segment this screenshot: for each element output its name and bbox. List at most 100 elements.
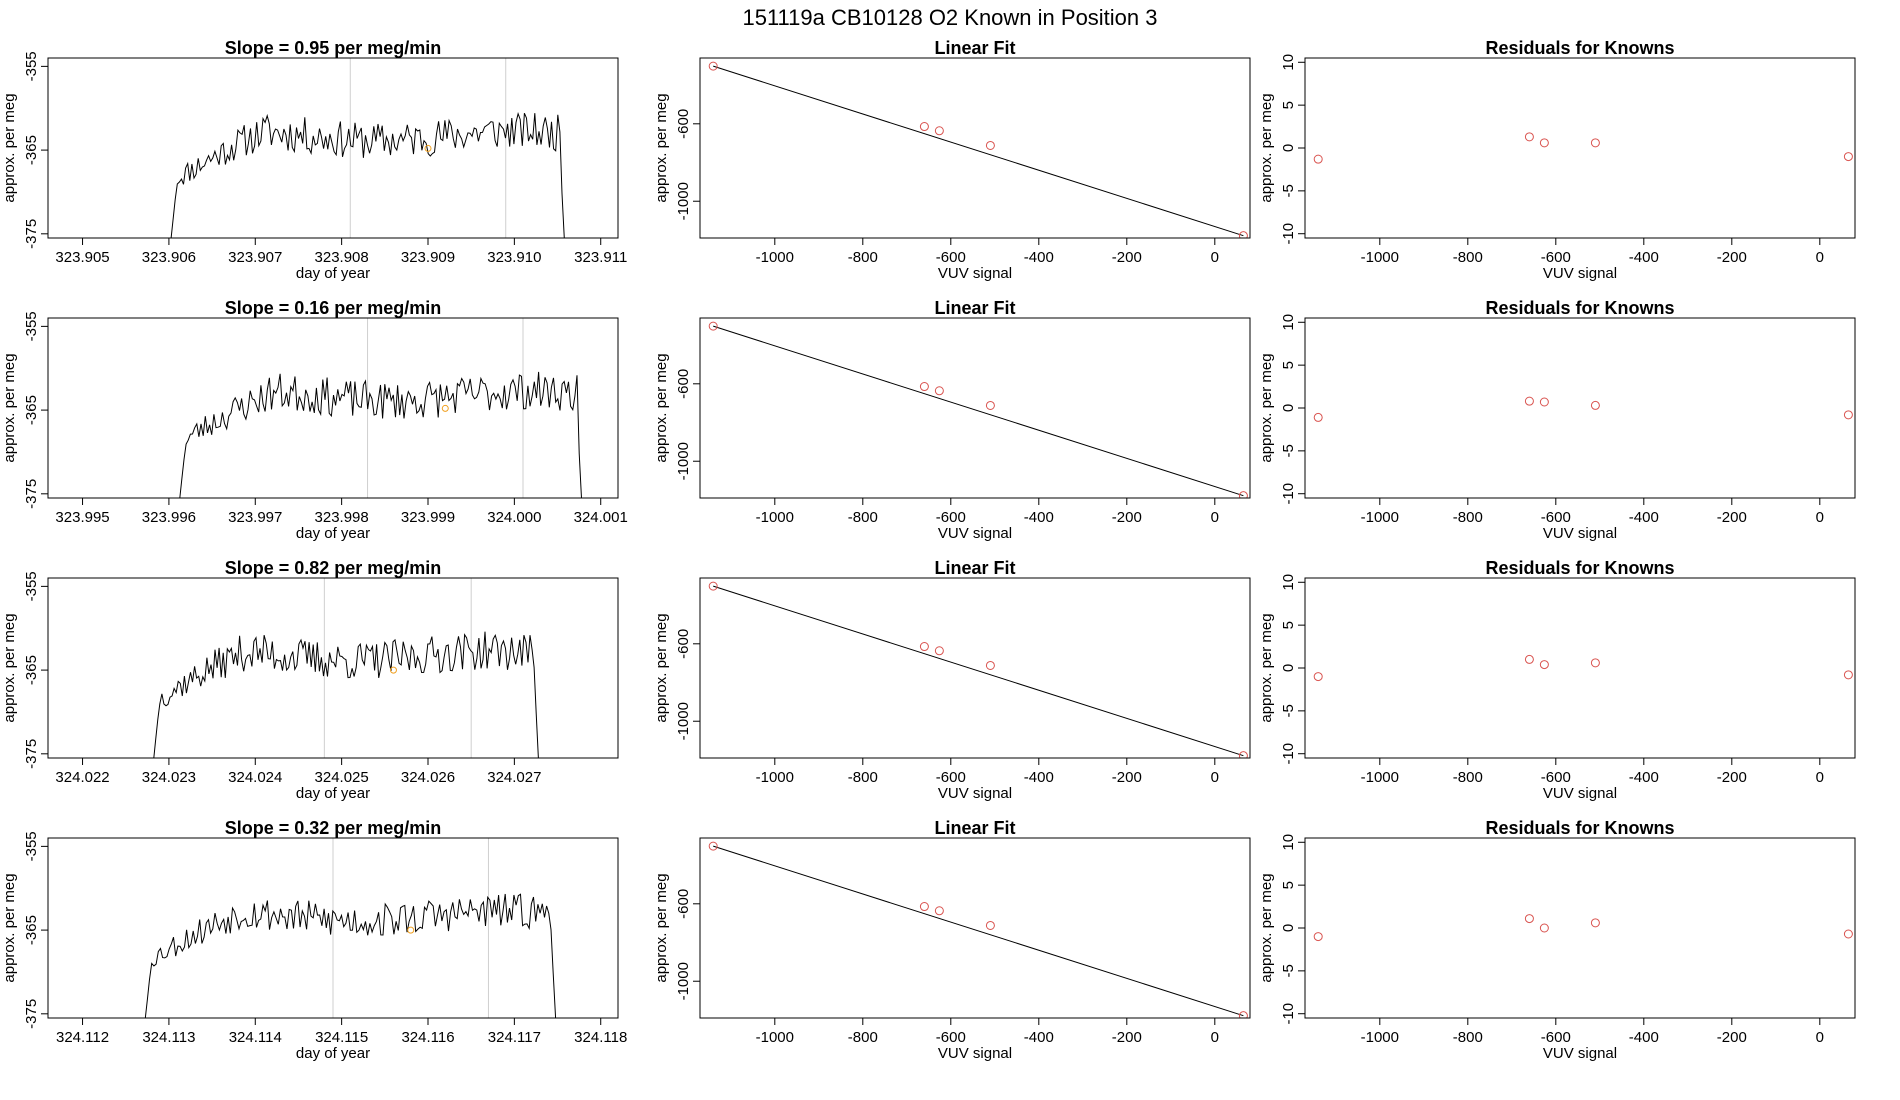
x-tick-label: 324.023 — [142, 769, 196, 786]
data-point-1 — [708, 581, 718, 591]
data-point-3 — [934, 646, 944, 656]
plot-frame — [699, 577, 1251, 759]
data-point-2 — [1524, 914, 1534, 924]
highlight-point — [389, 666, 397, 674]
data-point-5 — [1843, 152, 1853, 162]
y-tick-label: -355 — [23, 571, 40, 601]
y-tick-label: 5 — [1280, 101, 1297, 109]
x-tick-label: 0 — [1211, 769, 1219, 786]
x-tick-label: 324.116 — [401, 1029, 454, 1046]
x-tick-label: -1000 — [756, 509, 794, 526]
chart-panel-7: Slope = 0.82 per meg/min 324.022 324.023 32… — [1, 558, 619, 802]
plot-frame — [47, 57, 619, 239]
data-point-4 — [1590, 918, 1600, 928]
plot-frame — [47, 317, 619, 499]
x-tick-label: -1000 — [1361, 769, 1399, 786]
panel-title: Residuals for Knowns — [1485, 38, 1674, 58]
plot-area — [1313, 132, 1853, 164]
chart-panel-1: Slope = 0.95 per meg/min 323.905 323.906 32… — [1, 38, 627, 282]
y-tick-label: -5 — [1280, 184, 1297, 197]
data-point-3 — [1539, 138, 1549, 148]
y-tick-label: -600 — [675, 889, 692, 919]
data-point-1 — [1313, 412, 1323, 422]
x-axis-label: VUV signal — [1543, 265, 1617, 282]
y-tick-label: 5 — [1280, 881, 1297, 889]
x-tick-label: -600 — [936, 249, 966, 266]
y-tick-label: 10 — [1280, 834, 1297, 851]
panel-title: Linear Fit — [934, 38, 1015, 58]
plot-area — [170, 58, 565, 238]
data-point-1 — [1313, 672, 1323, 682]
x-tick-label: 0 — [1211, 509, 1219, 526]
x-tick-label: 323.905 — [55, 249, 109, 266]
panel-title: Slope = 0.95 per meg/min — [225, 38, 442, 58]
x-tick-label: -1000 — [1361, 249, 1399, 266]
x-tick-label: -200 — [1717, 769, 1747, 786]
y-axis-label: approx. per meg — [1258, 613, 1275, 722]
fit-line — [713, 845, 1244, 1017]
x-axis-label: VUV signal — [1543, 1045, 1617, 1062]
data-point-4 — [985, 400, 995, 410]
plot-area — [1313, 654, 1853, 682]
x-tick-label: -1000 — [756, 769, 794, 786]
x-tick-label: -800 — [848, 1029, 878, 1046]
data-point-2 — [919, 122, 929, 132]
x-tick-label: 324.113 — [142, 1029, 195, 1046]
chart-panel-5: Linear Fit -1000 -800 -600 -400 -200 0 -1000 -60… — [653, 298, 1251, 542]
x-tick-label: -600 — [1541, 769, 1571, 786]
data-point-3 — [1539, 660, 1549, 670]
x-tick-label: -200 — [1112, 509, 1142, 526]
data-point-5 — [1843, 410, 1853, 420]
data-point-5 — [1238, 751, 1248, 758]
x-tick-label: 0 — [1816, 769, 1824, 786]
plot-area — [179, 318, 582, 498]
x-tick-label: -600 — [936, 509, 966, 526]
y-tick-label: 0 — [1280, 144, 1297, 152]
data-point-4 — [1590, 658, 1600, 668]
fit-line — [713, 585, 1244, 757]
plot-frame — [699, 837, 1251, 1019]
x-tick-label: 324.022 — [55, 769, 109, 786]
x-tick-label: -600 — [1541, 1029, 1571, 1046]
x-tick-label: -200 — [1717, 249, 1747, 266]
data-series-line — [179, 371, 582, 498]
y-tick-label: -375 — [23, 219, 40, 249]
x-tick-label: 323.911 — [574, 249, 627, 266]
panel-title: Linear Fit — [934, 558, 1015, 578]
y-axis-label: approx. per meg — [1258, 93, 1275, 202]
y-axis-label: approx. per meg — [1, 93, 18, 202]
x-tick-label: -200 — [1717, 1029, 1747, 1046]
x-tick-label: 324.118 — [574, 1029, 627, 1046]
x-tick-label: -400 — [1024, 509, 1054, 526]
data-point-2 — [919, 642, 929, 652]
y-tick-label: -375 — [23, 999, 40, 1029]
fit-line — [713, 65, 1244, 237]
y-axis-label: approx. per meg — [1258, 873, 1275, 982]
y-tick-label: -1000 — [675, 182, 692, 220]
data-point-3 — [934, 906, 944, 916]
data-point-1 — [708, 841, 718, 851]
y-tick-label: 0 — [1280, 404, 1297, 412]
x-tick-label: -600 — [936, 1029, 966, 1046]
data-point-4 — [1590, 138, 1600, 148]
x-axis-label: day of year — [296, 785, 370, 802]
x-tick-label: 324.114 — [229, 1029, 282, 1046]
y-axis-label: approx. per meg — [1, 353, 18, 462]
panel-title: Slope = 0.82 per meg/min — [225, 558, 442, 578]
x-tick-label: -800 — [848, 509, 878, 526]
y-tick-label: -1000 — [675, 962, 692, 1000]
x-axis-label: VUV signal — [938, 265, 1012, 282]
y-tick-label: 0 — [1280, 664, 1297, 672]
data-point-1 — [708, 61, 718, 71]
x-tick-label: 0 — [1816, 249, 1824, 266]
chart-panel-6: Residuals for Knowns-1000 -800 -600 -400 -20… — [1258, 298, 1856, 542]
x-tick-label: -600 — [1541, 249, 1571, 266]
highlight-point — [407, 926, 415, 934]
panel-title: Slope = 0.16 per meg/min — [225, 298, 442, 318]
data-point-4 — [985, 140, 995, 150]
plot-area — [1313, 396, 1853, 422]
x-tick-label: -400 — [1629, 509, 1659, 526]
fit-line — [713, 325, 1244, 497]
panel-grid: Slope = 0.95 per meg/min 323.905 323.906 32… — [1, 38, 1856, 1062]
panel-title: Linear Fit — [934, 298, 1015, 318]
